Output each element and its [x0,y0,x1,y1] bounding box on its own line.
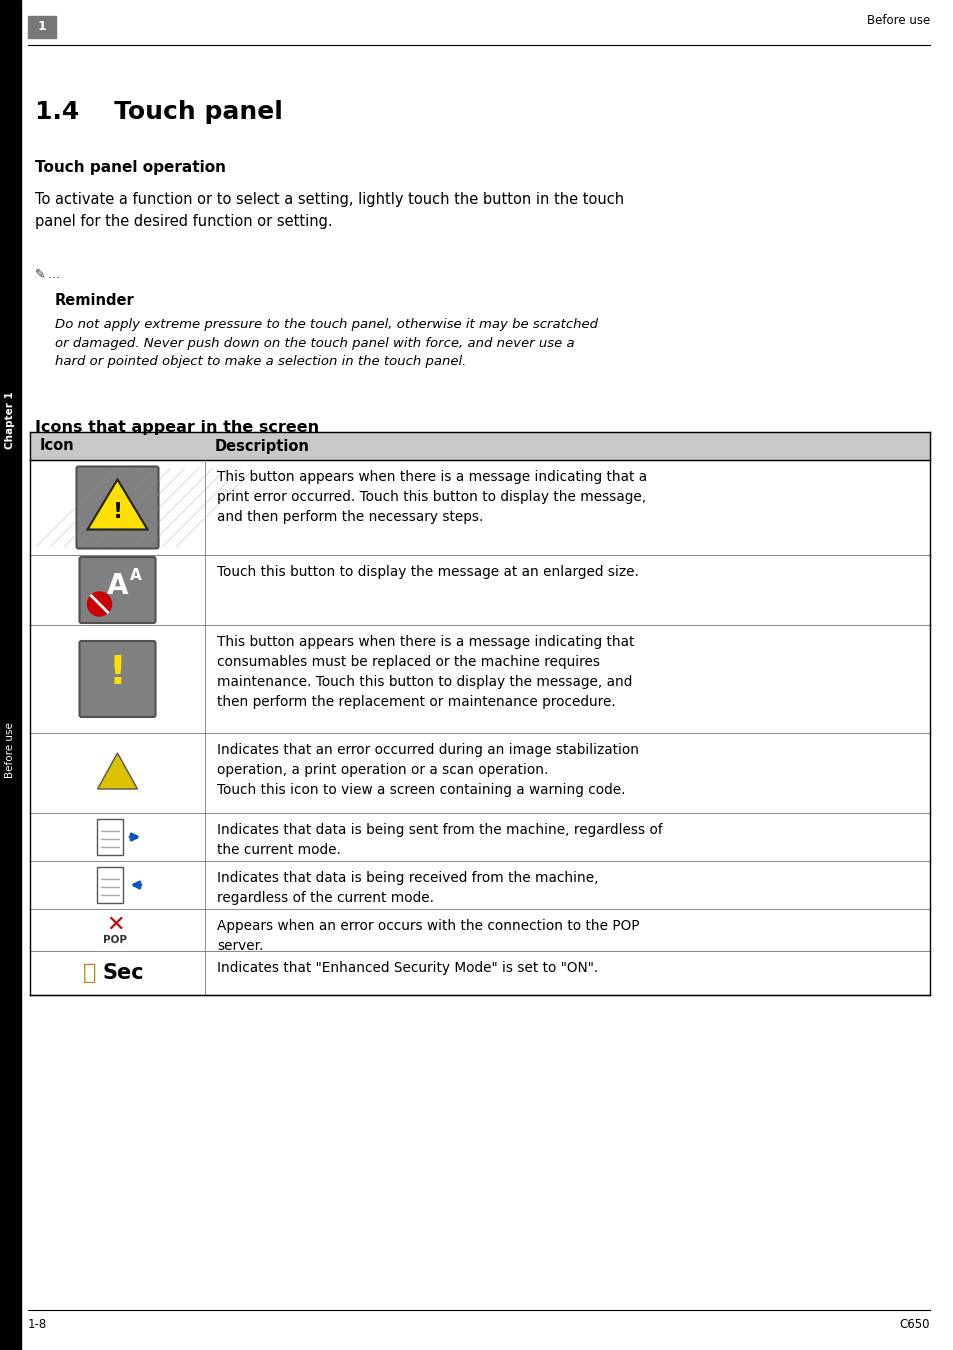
Polygon shape [88,479,148,529]
Text: !: ! [112,501,122,521]
Text: Indicates that an error occurred during an image stabilization
operation, a prin: Indicates that an error occurred during … [216,743,639,796]
Bar [30,909,929,950]
Text: !: ! [109,653,127,693]
Text: Touch this button to display the message at an enlarged size.: Touch this button to display the message… [216,566,639,579]
Text: Indicates that "Enhanced Security Mode" is set to "ON".: Indicates that "Enhanced Security Mode" … [216,961,598,975]
Text: Icons that appear in the screen: Icons that appear in the screen [35,420,319,435]
Text: Indicates that data is being sent from the machine, regardless of
the current mo: Indicates that data is being sent from t… [216,824,662,857]
Bar [30,861,929,909]
Text: This button appears when there is a message indicating that a
print error occurr: This button appears when there is a mess… [216,470,646,524]
Text: 1.4    Touch panel: 1.4 Touch panel [35,100,283,124]
Polygon shape [97,753,137,788]
FancyBboxPatch shape [79,558,155,622]
Bar [30,813,929,861]
Circle shape [88,593,112,616]
Bar [30,460,929,555]
Text: Chapter 1: Chapter 1 [6,392,15,448]
Text: Reminder: Reminder [55,293,134,308]
Text: This button appears when there is a message indicating that
consumables must be : This button appears when there is a mess… [216,634,634,709]
Bar [0,0,21,1350]
Text: A: A [130,568,141,583]
Text: 1: 1 [37,20,47,34]
Bar [30,432,929,460]
Text: A: A [107,572,128,599]
Text: Appears when an error occurs with the connection to the POP
server.: Appears when an error occurs with the co… [216,919,639,953]
Text: 🔒: 🔒 [83,963,96,983]
Text: Before use: Before use [6,722,15,778]
Text: Do not apply extreme pressure to the touch panel, otherwise it may be scratched
: Do not apply extreme pressure to the tou… [55,319,598,369]
Text: To activate a function or to select a setting, lightly touch the button in the t: To activate a function or to select a se… [35,192,623,230]
Text: Touch panel operation: Touch panel operation [35,161,226,176]
Text: Description: Description [214,439,310,454]
FancyBboxPatch shape [76,467,158,548]
Text: Sec: Sec [103,963,144,983]
Text: C650: C650 [899,1318,929,1331]
Bar [30,950,929,995]
Text: 1-8: 1-8 [28,1318,48,1331]
Text: POP: POP [103,936,128,945]
Text: Before use: Before use [866,14,929,27]
Text: ✕: ✕ [106,915,125,936]
Bar [28,16,56,38]
Text: Icon: Icon [40,439,74,454]
Bar [97,867,123,903]
Bar [30,555,929,625]
Bar [30,625,929,733]
FancyBboxPatch shape [79,641,155,717]
Bar [97,819,123,855]
Text: Indicates that data is being received from the machine,
regardless of the curren: Indicates that data is being received fr… [216,871,598,904]
Text: ✎ ...: ✎ ... [35,269,60,281]
Bar [30,733,929,813]
